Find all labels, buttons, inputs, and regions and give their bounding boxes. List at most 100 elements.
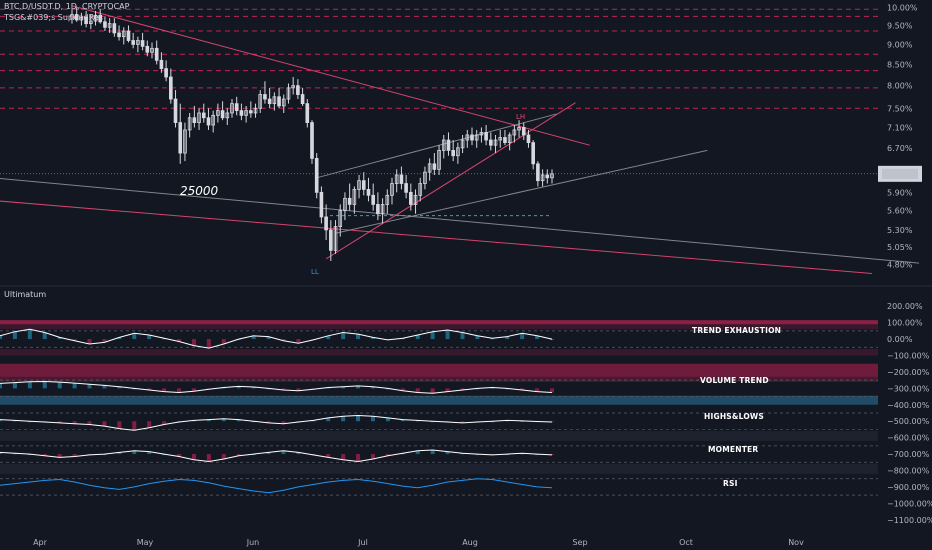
indicator-bar-3-4 [57,454,62,458]
candle-body [437,150,441,170]
candle-body [121,30,126,38]
candle-body [550,173,554,179]
indicator-pane [0,320,878,496]
candle-52 [314,153,319,199]
candle-75 [423,166,427,190]
candle-22 [173,90,178,128]
indicator-bar-1-13 [191,388,196,392]
indicator-axis[interactable]: 200.00% 100.00% 0.00% −100.00% −200.00% −300.… [887,302,932,525]
price-tick-13: 4.80% [887,261,913,270]
indicator-bar-1-37 [550,388,554,393]
candle-body [324,216,328,231]
candle-86 [474,129,479,148]
candle-body [107,23,112,28]
indicator-bar-0-14 [206,339,211,349]
time-tick-1: May [137,538,154,547]
indicator-bar-3-0 [0,452,2,455]
candle-body [427,163,432,173]
indicator-bar-2-29 [430,421,435,423]
indicator-bar-0-22 [326,335,331,340]
indicator-tick-7: −500.00% [887,417,930,426]
indicator-bar-0-23 [341,332,346,340]
candle-34 [230,99,234,118]
indicator-bar-0-17 [251,335,256,340]
candle-101 [545,169,550,184]
candle-46 [286,83,291,104]
indicator-bar-2-17 [251,421,256,423]
indicator-bar-2-22 [326,417,331,422]
candle-33 [225,108,230,126]
indicator-bar-0-19 [281,339,286,341]
indicator-bar-0-30 [445,330,450,340]
symbol-header[interactable]: BTC.D/USDT.D, 1D, CRYPTOCAP [4,2,130,11]
indicator-bar-2-8 [117,421,122,429]
indicator-bar-2-15 [221,418,226,422]
indicator-bar-0-31 [460,332,465,340]
indicator-bar-1-4 [57,382,62,389]
indicator-bar-2-31 [460,421,465,423]
indicator-bar-0-8 [117,337,122,340]
candle-body [521,127,526,136]
candle-100 [540,169,545,187]
indicator-bar-1-20 [296,388,301,391]
price-tick-10: 5.60% [887,207,913,216]
price-tick-0: 10.00% [887,3,918,12]
indicator-legend[interactable]: TSG&#039;s SupAndRes [4,13,103,22]
candle-body [126,30,131,41]
candle-17 [150,42,154,59]
indicator-bar-0-5 [72,339,77,341]
candle-body [352,188,357,205]
indicator-bar-2-4 [57,421,62,423]
downtrend-line-lower [0,200,873,274]
indicator-bar-2-2 [27,421,32,423]
price-tick-9: 5.90% [887,188,913,197]
time-axis[interactable]: Apr May Jun Jul Aug Sep Oct Nov [33,538,804,547]
price-pane [0,5,932,287]
candle-body [281,98,286,107]
indicator-bar-2-11 [162,421,167,425]
indicator-band-6 [0,431,878,441]
time-tick-6: Oct [679,538,693,547]
candle-body [239,110,244,116]
candle-12 [126,25,131,43]
candle-body [192,117,197,123]
candle-body [93,14,98,22]
price-tick-11: 5.30% [887,226,913,235]
candle-body [258,94,263,109]
indicator-title[interactable]: Ultimatum [4,290,46,299]
indicator-bar-2-0 [0,419,2,422]
indicator-bar-1-10 [147,388,152,390]
candle-body [540,174,545,182]
indicator-band-0 [0,320,878,325]
indicator-bar-3-19 [281,450,286,455]
panel-label-volume-trend: VOLUME TREND [700,376,769,385]
candle-98 [531,140,535,170]
indicator-bar-3-23 [341,454,346,460]
indicator-bar-0-37 [550,339,554,341]
candle-47 [291,77,295,95]
last-price-tag-inner [882,168,918,179]
indicator-bar-2-27 [400,419,405,422]
candle-40 [258,90,263,113]
candle-9 [112,18,117,37]
indicator-bar-1-12 [177,388,182,393]
candle-44 [277,87,281,109]
indicator-bar-2-9 [132,421,137,431]
indicator-bar-3-28 [415,450,420,455]
candle-66 [380,198,385,224]
candle-body [517,127,521,131]
candle-body [89,20,93,25]
candle-16 [145,40,150,57]
price-axis[interactable]: 10.00% 9.50% 9.00% 8.50% 8.00% 7.50% 7.10% 6.70… [878,3,922,270]
indicator-bar-1-27 [400,388,405,391]
candle-body [390,183,394,196]
candle-body [136,40,140,45]
candle-54 [324,204,328,240]
indicator-bar-0-29 [430,331,435,340]
candle-38 [249,101,253,118]
candle-39 [253,103,258,118]
indicator-tick-11: −900.00% [887,483,930,492]
